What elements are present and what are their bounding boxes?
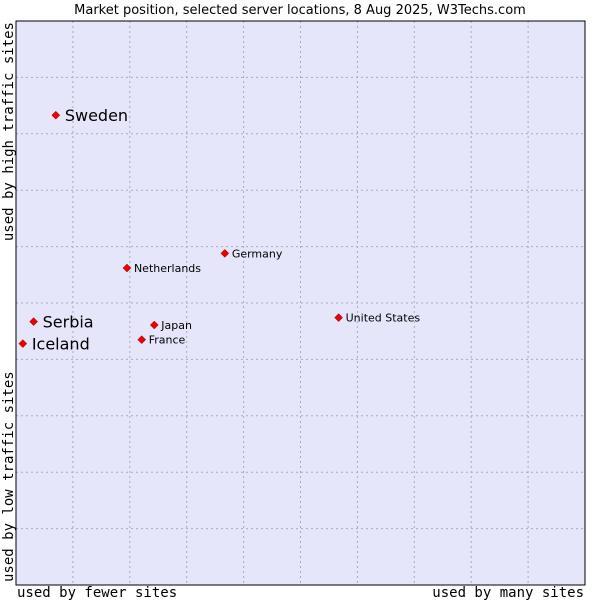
point-marker-netherlands (122, 263, 132, 273)
point-label-netherlands: Netherlands (134, 262, 201, 275)
point-label-iceland: Iceland (32, 335, 90, 354)
point-marker-japan (149, 320, 159, 330)
point-marker-sweden (51, 110, 61, 120)
point-marker-germany (220, 249, 230, 258)
point-label-serbia: Serbia (43, 313, 94, 332)
plot-border (15, 20, 586, 586)
y-axis-label-top: used by high traffic sites (1, 22, 17, 241)
point-marker-france (137, 335, 147, 345)
point-label-germany: Germany (232, 247, 283, 260)
point-label-france: France (149, 334, 186, 347)
point-label-united-states: United States (346, 312, 421, 325)
x-axis-label-right: used by many sites (432, 585, 584, 600)
point-marker-united-states (334, 313, 343, 323)
point-marker-serbia (29, 317, 38, 326)
point-label-sweden: Sweden (65, 106, 128, 125)
point-label-japan: Japan (160, 319, 192, 332)
data-points: Sweden Germany Netherlands United States Ser… (18, 106, 421, 354)
x-axis-label-left: used by fewer sites (17, 585, 177, 600)
chart-title: Market position, selected server locatio… (74, 3, 526, 18)
y-axis-label-bottom: used by low traffic sites (1, 371, 17, 582)
grid-lines (16, 21, 585, 585)
point-marker-iceland (18, 339, 28, 348)
